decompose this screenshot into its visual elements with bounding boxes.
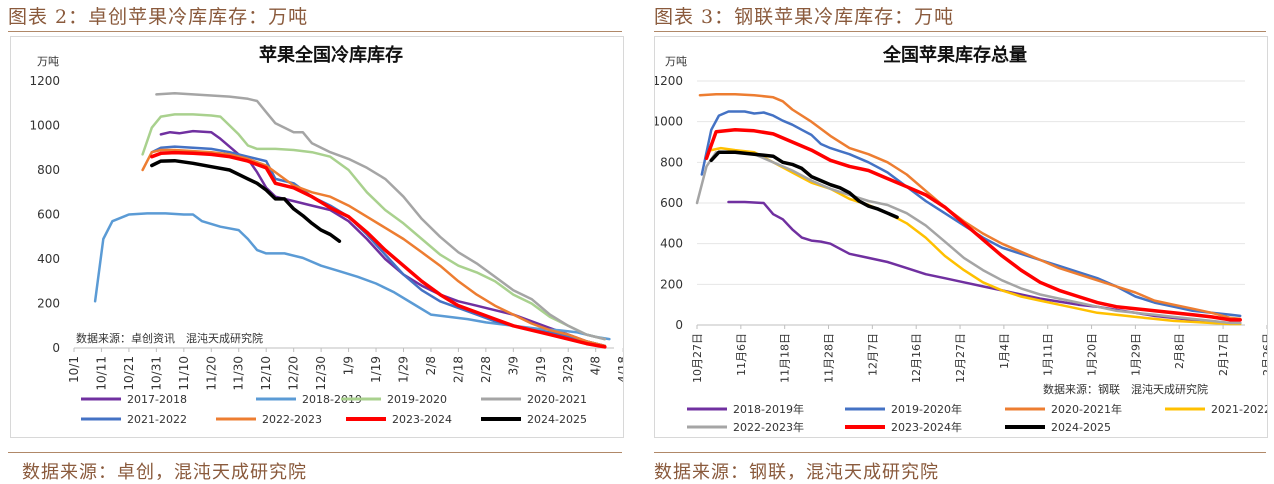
legend-label-2: 2019-2020 <box>387 393 447 406</box>
x-tick-label: 1月11日 <box>1042 333 1055 376</box>
x-tick-label: 11/20 <box>204 356 218 391</box>
x-tick-label: 2月8日 <box>1173 333 1186 369</box>
x-tick-label: 3/19 <box>534 356 548 383</box>
y-tick-label: 600 <box>37 208 60 222</box>
source-rule-right <box>654 452 1266 453</box>
source-text-3: 数据来源：钢联，混沌天成研究院 <box>654 462 939 483</box>
series-line-6 <box>709 150 899 219</box>
source-rule-left <box>8 452 622 453</box>
legend-label-4: 2022-2023年 <box>733 420 804 434</box>
y-tick-label: 800 <box>660 155 683 169</box>
x-tick-label: 1月4日 <box>998 333 1011 369</box>
y-tick-label: 1000 <box>655 115 683 129</box>
x-tick-label: 12/20 <box>287 356 301 391</box>
chart-panel-ganglian: 全国苹果库存总量万吨 0 200 400 600 800 1000 1200 10月27日 11月… <box>652 36 1274 438</box>
series-line-4 <box>150 145 607 348</box>
y-tick-label: 0 <box>52 341 60 355</box>
source-text-2: 数据来源：卓创，混沌天成研究院 <box>22 462 307 483</box>
series-line-3 <box>155 91 607 341</box>
legend-label-7: 2024-2025 <box>527 413 587 426</box>
series-line-2 <box>141 113 607 341</box>
legend-label-6: 2024-2025 <box>1051 421 1111 434</box>
x-tick-label: 1/9 <box>342 356 356 375</box>
legend-label-5: 2023-2024年 <box>891 420 962 434</box>
caption-rule-left <box>8 31 622 32</box>
x-tick-label: 12月27日 <box>954 333 967 383</box>
y-tick-label: 400 <box>660 237 683 251</box>
x-tick-label: 2/28 <box>479 356 493 383</box>
chart-source-note: 数据来源：卓创资讯 混沌天成研究院 <box>76 331 263 345</box>
y-tick-label: 600 <box>660 196 683 210</box>
chart-title: 全国苹果库存总量 <box>882 44 1027 66</box>
figure-caption-2: 图表 2：卓创苹果冷库库存：万吨 <box>8 6 309 28</box>
y-tick-label: 200 <box>37 297 60 311</box>
legend-label-0: 2017-2018 <box>127 393 187 406</box>
x-tick-label: 12/30 <box>314 356 328 391</box>
x-tick-label: 12月16日 <box>910 333 923 383</box>
x-tick-label: 10/21 <box>122 356 136 391</box>
series-line-7 <box>150 158 342 243</box>
series-line-5 <box>141 148 607 348</box>
series-line-5 <box>704 128 1242 322</box>
x-tick-label: 2月26日 <box>1261 333 1267 376</box>
x-tick-label: 4/8 <box>589 356 603 375</box>
legend-label-1: 2019-2020年 <box>891 402 962 416</box>
x-tick-label: 2/18 <box>451 356 465 383</box>
x-tick-label: 1月20日 <box>1086 333 1099 376</box>
x-tick-label: 12/10 <box>259 356 273 391</box>
chart-title: 苹果全国冷库库存 <box>259 44 403 66</box>
chart-panel-zhuochuang: 苹果全国冷库库存万吨 0 200 400 600 800 1000 1200 10/1 10/11… <box>10 36 1069 438</box>
series-line-1 <box>700 110 1242 318</box>
x-tick-label: 11/30 <box>232 356 246 391</box>
x-tick-label: 11/10 <box>177 356 191 391</box>
y-tick-label: 200 <box>660 277 683 291</box>
x-tick-label: 11月28日 <box>823 333 836 383</box>
y-tick-label: 0 <box>675 318 683 332</box>
x-tick-label: 12月7日 <box>866 333 879 376</box>
legend-label-4: 2021-2022 <box>127 413 187 426</box>
legend-label-5: 2022-2023 <box>262 413 322 426</box>
x-tick-label: 10/1 <box>67 356 81 383</box>
x-tick-label: 1/19 <box>369 356 383 383</box>
legend-label-2: 2020-2021年 <box>1051 402 1122 416</box>
legend-label-1: 2018-2019 <box>302 393 362 406</box>
figure-caption-3: 图表 3：钢联苹果冷库库存：万吨 <box>654 6 955 28</box>
x-tick-label: 10/11 <box>94 356 108 391</box>
x-tick-label: 2/8 <box>424 356 438 375</box>
x-tick-label: 3/9 <box>506 356 520 375</box>
chart-source-note: 数据来源：钢联 混沌天成研究院 <box>1043 382 1208 396</box>
x-tick-label: 11月6日 <box>735 333 748 376</box>
x-tick-label: 4/18 <box>616 356 623 383</box>
x-tick-label: 10/31 <box>149 356 163 391</box>
y-tick-label: 400 <box>37 252 60 266</box>
x-tick-label: 11月18日 <box>779 333 792 383</box>
series-line-2 <box>698 92 1242 321</box>
x-tick-label: 1月29日 <box>1129 333 1142 376</box>
series-line-3 <box>710 146 1242 326</box>
y-tick-label: 800 <box>37 163 60 177</box>
legend-label-3: 2021-2022年 <box>1211 402 1267 416</box>
legend-label-0: 2018-2019年 <box>733 402 804 416</box>
y-tick-label: 1200 <box>29 74 60 88</box>
x-tick-label: 2月17日 <box>1217 333 1230 376</box>
x-tick-label: 3/29 <box>561 356 575 383</box>
series-line-4 <box>695 150 1242 325</box>
y-tick-label: 1200 <box>655 74 683 88</box>
y-axis-unit: 万吨 <box>37 55 59 68</box>
caption-rule-right <box>654 31 1266 32</box>
y-axis-unit: 万吨 <box>665 55 687 68</box>
legend-label-3: 2020-2021 <box>527 393 587 406</box>
series-line-0 <box>159 129 607 348</box>
series-line-6 <box>150 150 607 349</box>
x-tick-label: 1/29 <box>396 356 410 383</box>
y-tick-label: 1000 <box>29 119 60 133</box>
legend-label-6: 2023-2024 <box>392 413 452 426</box>
x-tick-label: 10月27日 <box>691 333 704 383</box>
